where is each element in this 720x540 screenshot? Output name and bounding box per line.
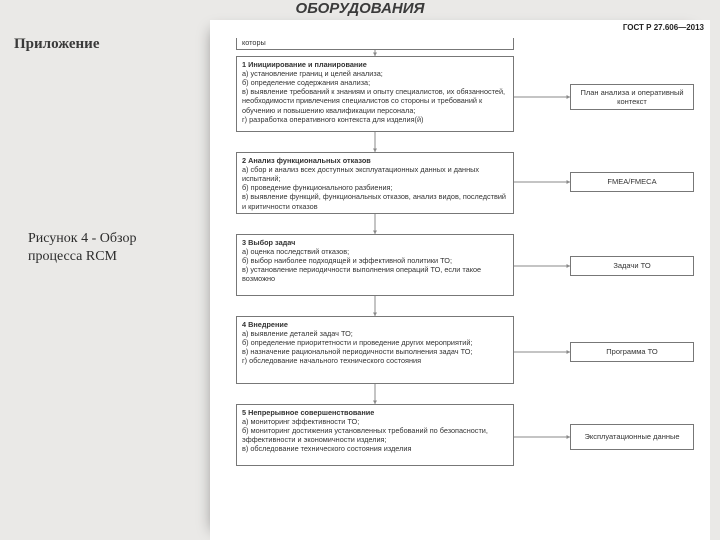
figure-caption: Рисунок 4 - Обзор процесса RCM: [28, 230, 178, 265]
step-1-line-d: г) разработка оперативного контекста для…: [242, 115, 508, 124]
step-2-line-b: б) проведение функционального разбиения;: [242, 183, 508, 192]
output-3-box: Задачи ТО: [570, 256, 694, 276]
step-5-line-c: в) обследование технического состояния и…: [242, 444, 508, 453]
step-1-line-c: в) выявление требований к знаниям и опыт…: [242, 87, 508, 114]
step-5-box: 5 Непрерывное совершенствование а) монит…: [236, 404, 514, 466]
step-1-title: 1 Инициирование и планирование: [242, 60, 508, 69]
step-4-line-d: г) обследование начального технического …: [242, 356, 508, 365]
step-1-box: 1 Инициирование и планирование а) устано…: [236, 56, 514, 132]
step-3-line-c: в) установление периодичности выполнения…: [242, 265, 508, 283]
gost-code: ГОСТ Р 27.606—2013: [623, 23, 704, 32]
step-4-line-c: в) назначение рациональной периодичности…: [242, 347, 508, 356]
output-2-box: FMEA/FMECA: [570, 172, 694, 192]
output-5-box: Эксплуатационные данные: [570, 424, 694, 450]
previous-box-fragment: которы: [236, 38, 514, 50]
step-2-line-a: а) сбор и анализ всех доступных эксплуат…: [242, 165, 508, 183]
step-4-line-b: б) определение приоритетности и проведен…: [242, 338, 508, 347]
step-1-line-b: б) определение содержания анализа;: [242, 78, 508, 87]
step-3-title: 3 Выбор задач: [242, 238, 508, 247]
step-3-box: 3 Выбор задач а) оценка последствий отка…: [236, 234, 514, 296]
step-5-title: 5 Непрерывное совершенствование: [242, 408, 508, 417]
step-1-line-a: а) установление границ и целей анализа;: [242, 69, 508, 78]
appendix-label: Приложение: [14, 36, 99, 53]
step-5-line-a: а) мониторинг эффективности ТО;: [242, 417, 508, 426]
output-4-box: Программа ТО: [570, 342, 694, 362]
step-4-title: 4 Внедрение: [242, 320, 508, 329]
step-3-line-a: а) оценка последствий отказов;: [242, 247, 508, 256]
step-5-line-b: б) мониторинг достижения установленных т…: [242, 426, 508, 444]
rcm-flowchart: ГОСТ Р 27.606—2013 которы 1 Инициировани…: [210, 20, 710, 540]
step-2-box: 2 Анализ функциональных отказов а) сбор …: [236, 152, 514, 214]
step-4-line-a: а) выявление деталей задач ТО;: [242, 329, 508, 338]
step-2-title: 2 Анализ функциональных отказов: [242, 156, 508, 165]
step-2-line-c: в) выявление функций, функциональных отк…: [242, 192, 508, 210]
output-1-box: План анализа и оперативный контекст: [570, 84, 694, 110]
page-header-partial: ОБОРУДОВАНИЯ: [0, 0, 720, 17]
step-3-line-b: б) выбор наиболее подходящей и эффективн…: [242, 256, 508, 265]
step-4-box: 4 Внедрение а) выявление деталей задач Т…: [236, 316, 514, 384]
